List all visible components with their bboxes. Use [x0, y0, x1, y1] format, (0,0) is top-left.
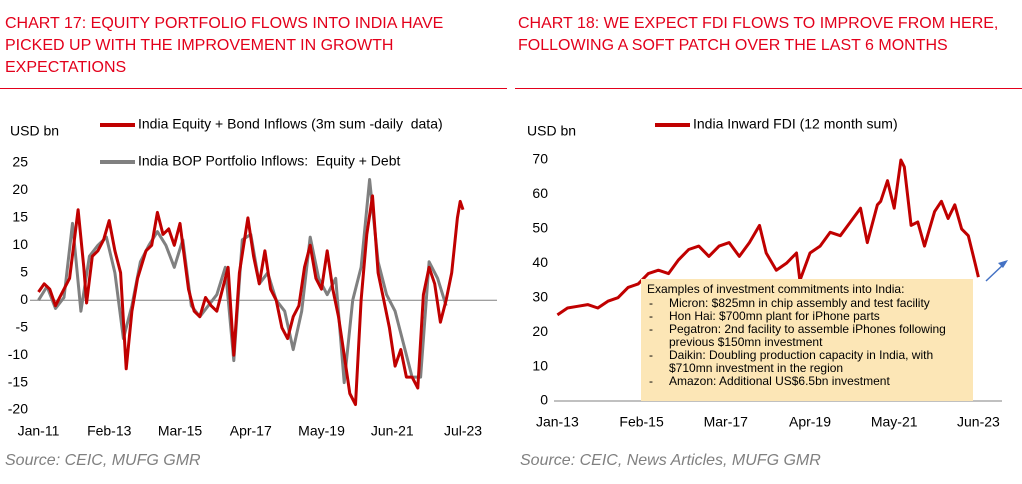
y-tick-label: -5 [16, 318, 29, 334]
chart-title: CHART 18: WE EXPECT FDI FLOWS TO IMPROVE… [518, 15, 999, 54]
x-tick-label: Feb-15 [619, 414, 664, 430]
series-line [37, 194, 465, 406]
legend-label: India Equity + Bond Inflows (3m sum -dai… [138, 116, 443, 132]
y-tick-label: 40 [532, 254, 548, 270]
y-tick-label: 0 [540, 392, 548, 408]
y-tick-label: 10 [12, 236, 28, 252]
legend-label: India Inward FDI (12 month sum) [693, 116, 898, 132]
y-tick-label: 70 [532, 151, 548, 167]
chart: USD bn 0 10 20 30 40 50 60 70 Jan-13 Feb-15 Mar-17 A… [527, 116, 1008, 430]
y-tick-label: 15 [12, 209, 28, 225]
annotation-item: Daikin: Doubling production capacity in … [647, 349, 967, 375]
x-tick-label: Jan-13 [536, 414, 579, 430]
annotation-item: Hon Hai: $700mn plant for iPhone parts [647, 310, 967, 324]
y-tick-label: 60 [532, 185, 548, 201]
y-tick-label: -20 [8, 401, 28, 417]
y-tick-label: 50 [532, 220, 548, 236]
x-tick-label: May-19 [298, 423, 345, 439]
y-tick-label: 25 [12, 154, 28, 170]
y-tick-label: 20 [12, 181, 28, 197]
y-tick-label: -10 [8, 346, 28, 362]
chart: USD bn -20 -15 -10 -5 0 5 10 15 20 25 Jan-11 Feb-13 M… [8, 116, 497, 439]
x-tick-label: Feb-13 [87, 423, 132, 439]
x-tick-label: Mar-17 [704, 414, 749, 430]
x-tick-label: Mar-15 [158, 423, 203, 439]
series-line [37, 178, 448, 385]
y-tick-label: 30 [532, 288, 548, 304]
annotation-item: Amazon: Additional US$6.5bn investment [647, 375, 967, 389]
annotation-heading: Examples of investment commitments into … [647, 282, 905, 296]
x-tick-label: Jan-11 [18, 423, 60, 439]
x-tick-label: Jun-21 [371, 423, 414, 439]
chart-panel: CHART 18: WE EXPECT FDI FLOWS TO IMPROVE… [513, 0, 1022, 484]
arrow-head [998, 260, 1008, 268]
y-tick-label: 10 [532, 357, 548, 373]
title-rule [0, 88, 507, 89]
source: Source: CEIC, MUFG GMR [5, 452, 201, 469]
source: Source: CEIC, News Articles, MUFG GMR [520, 452, 821, 469]
y-tick-label: 5 [20, 263, 28, 279]
annotation-item: Micron: $825mn in chip assembly and test… [647, 297, 967, 311]
chart-title: CHART 17: EQUITY PORTFOLIO FLOWS INTO IN… [5, 15, 444, 76]
y-tick-label: 0 [20, 291, 28, 307]
y-tick-label: 20 [532, 323, 548, 339]
legend-label: India BOP Portfolio Inflows: Equity + De… [138, 153, 400, 169]
x-tick-label: Apr-19 [789, 414, 831, 430]
annotation-list: Micron: $825mn in chip assembly and test… [647, 297, 967, 389]
x-tick-label: Jun-23 [957, 414, 1000, 430]
x-tick-label: Jul-23 [444, 423, 482, 439]
title-rule [515, 88, 1022, 89]
x-tick-label: Apr-17 [230, 423, 272, 439]
y-axis-label: USD bn [10, 123, 59, 139]
chart-panel: CHART 17: EQUITY PORTFOLIO FLOWS INTO IN… [0, 0, 507, 484]
x-tick-label: May-21 [871, 414, 918, 430]
y-axis-label: USD bn [527, 123, 576, 139]
y-tick-label: -15 [8, 373, 28, 389]
annotation-item: Pegatron: 2nd facility to assemble iPhon… [647, 323, 967, 349]
series-line [556, 158, 980, 317]
annotation-box: Examples of investment commitments into … [641, 279, 973, 401]
